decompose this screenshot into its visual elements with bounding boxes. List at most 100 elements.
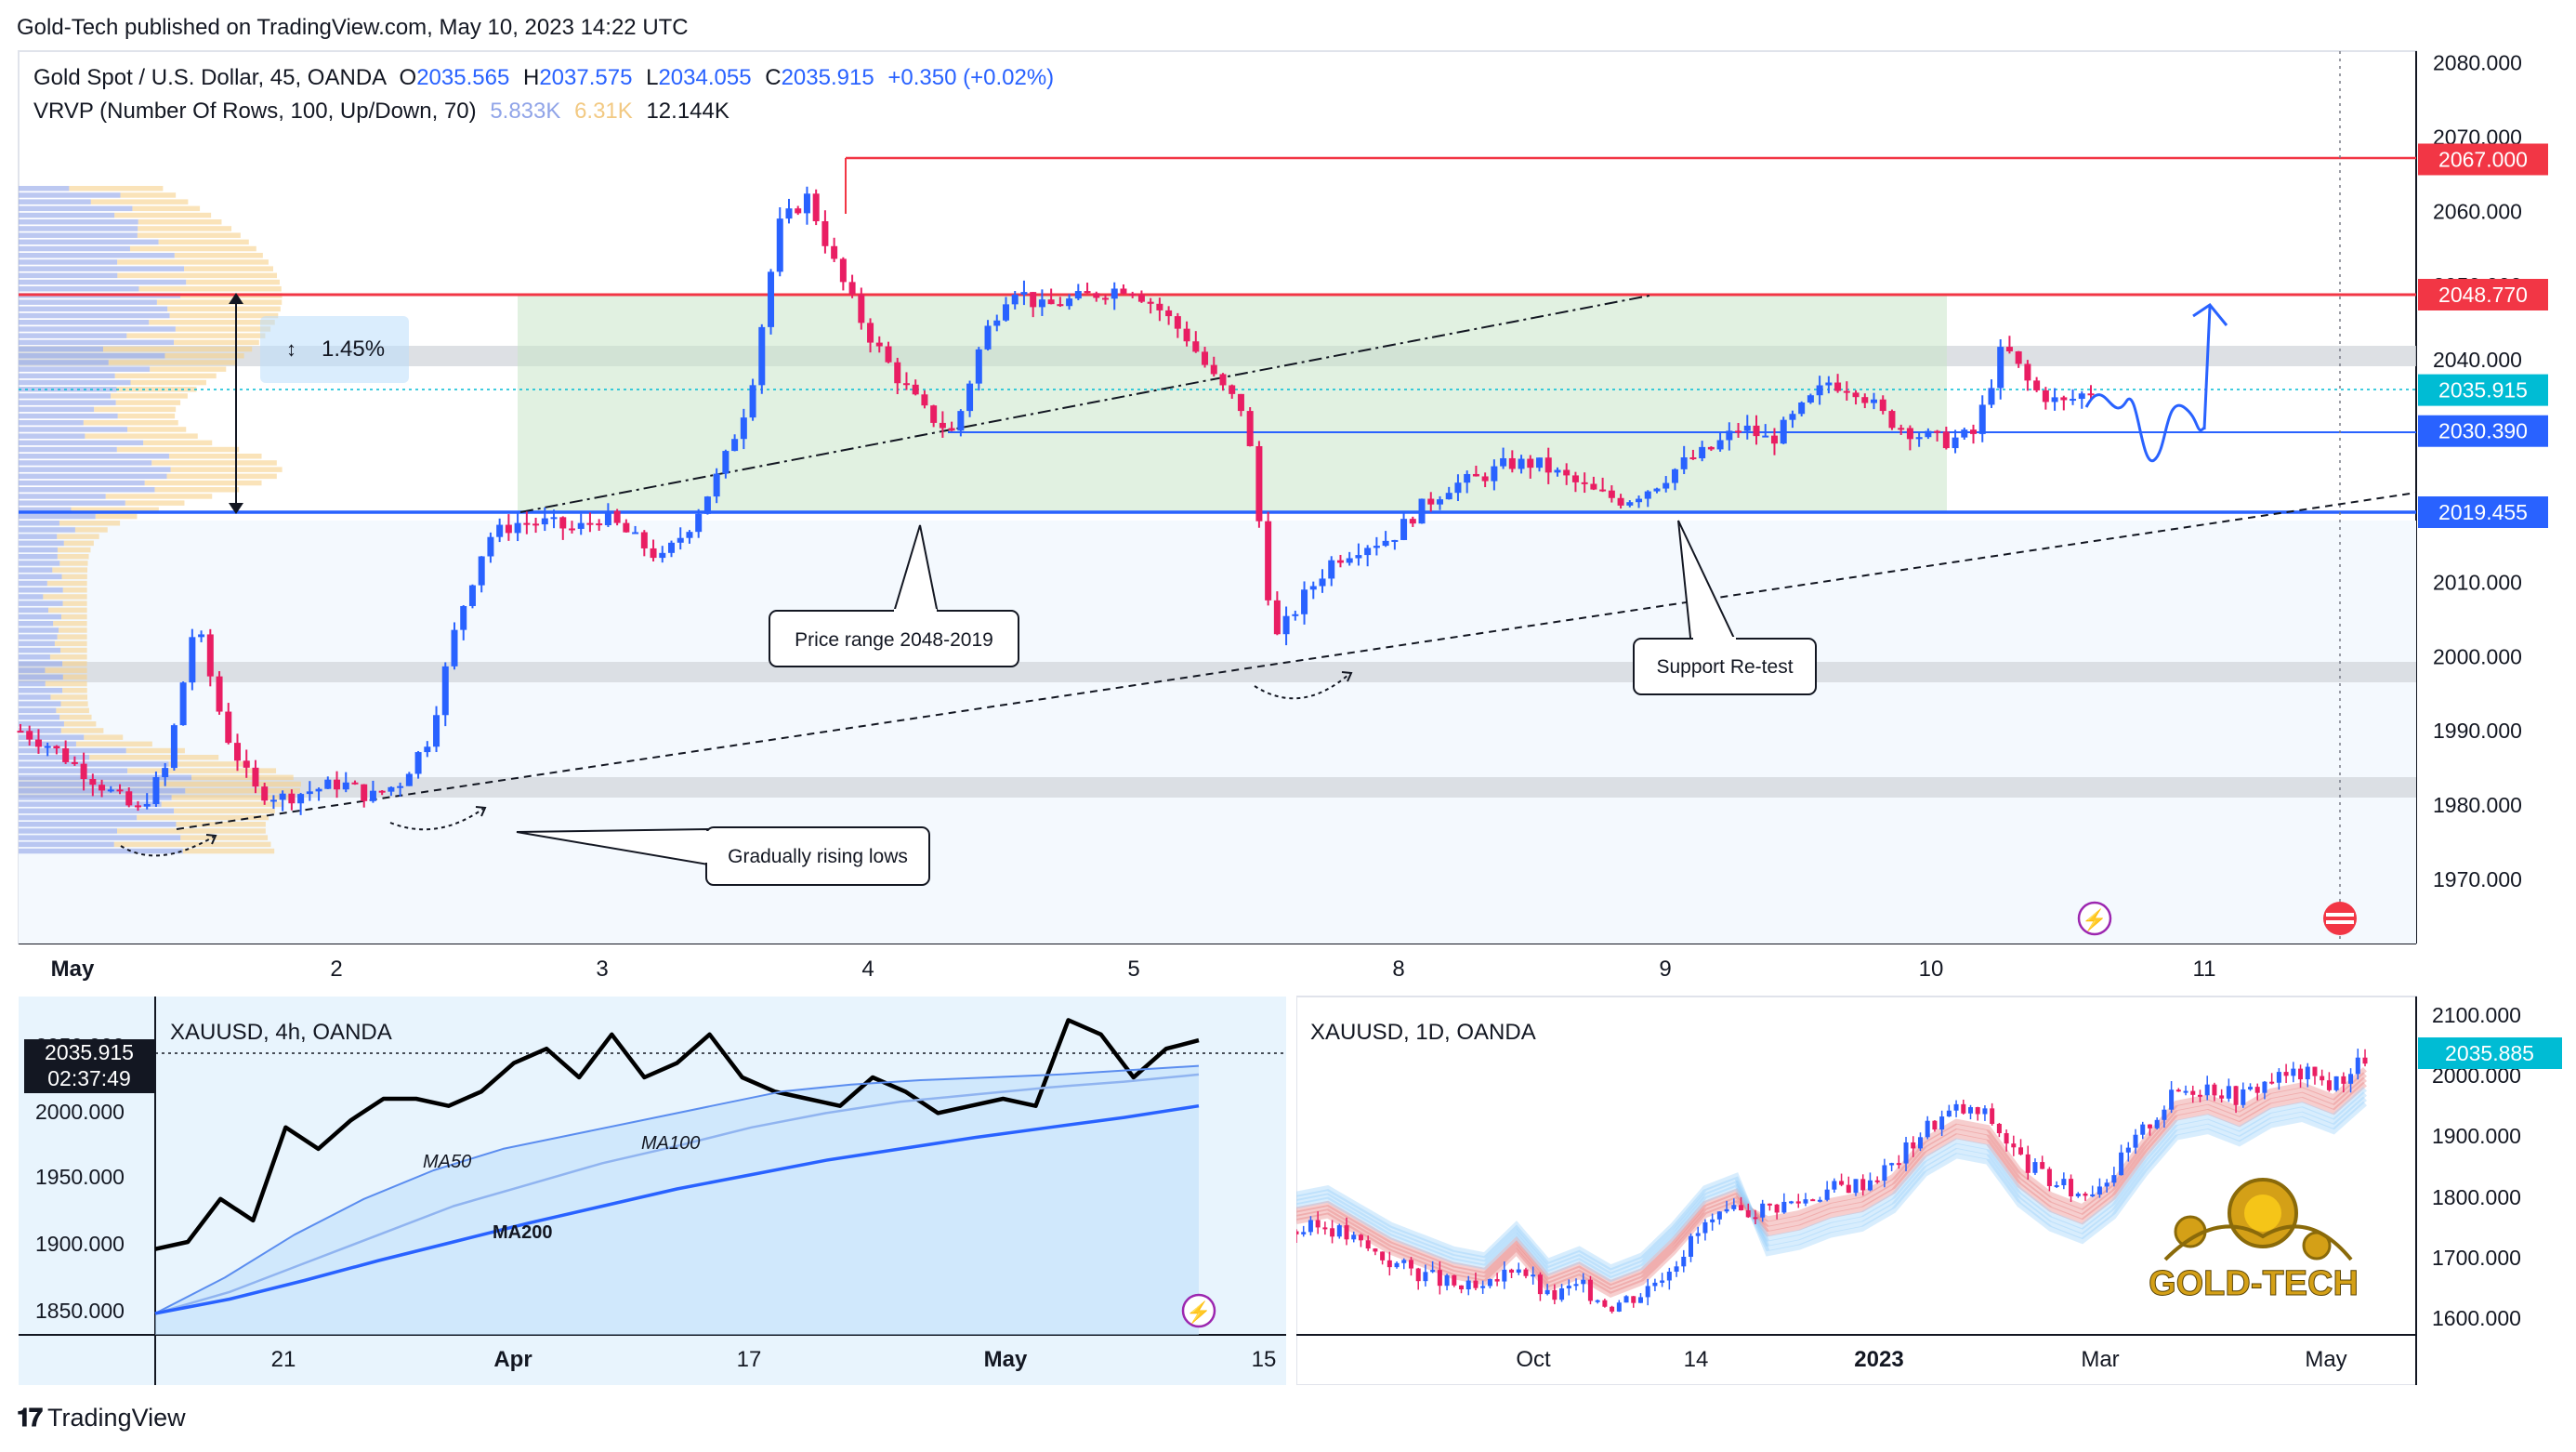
daily-candle-body [1839,1181,1845,1185]
volume-row-up [19,540,64,547]
volume-row-down [132,205,201,212]
candle-body [179,682,187,726]
volume-row-up [19,259,118,265]
candle-body [496,524,504,537]
candle-body [414,752,422,774]
daily-candle-body [1645,1286,1650,1298]
volume-row-down [113,841,271,848]
price-axis-tick: 2080.000 [2433,51,2522,75]
volume-row-down [117,259,269,265]
volume-row-up [19,580,47,587]
volume-row-up [19,299,157,305]
volume-row-up [19,339,175,346]
volume-row-up [19,661,63,667]
sub-right-plot [1296,1049,2368,1313]
daily-candle-body [1473,1280,1479,1288]
volume-row-down [47,607,87,614]
candle-body [80,763,87,780]
candle-body [1156,303,1163,310]
candle-body [1364,548,1372,556]
daily-candle-body [1465,1280,1471,1290]
volume-row-down [191,774,294,781]
daily-candle-body [1795,1201,1801,1204]
daily-candle-body [2054,1185,2059,1188]
daily-candle-body [2204,1084,2210,1096]
volume-row-down [62,688,87,693]
ribbon-band [1296,1081,2367,1287]
candle-body [831,245,838,259]
candle-body [198,634,205,638]
daily-candle-body [1610,1306,1615,1312]
volume-row-up [19,814,138,821]
candle-body [1147,301,1154,304]
daily-candle-body [1710,1219,1715,1222]
daily-candle-body [1681,1256,1687,1267]
candle-body [116,789,124,792]
daily-candle-body [1860,1179,1866,1191]
candle-body [1988,388,1995,405]
sub-right-x-tick: 2023 [1854,1347,1903,1372]
candle-body [279,793,286,800]
sub-right-axis: 2100.0002000.0001900.0001800.0001700.000… [1516,1003,2562,1372]
sub-right-y-tick: 1600.000 [2432,1306,2521,1330]
candle-body [62,748,70,762]
volume-row-down [60,728,104,733]
footer-brand[interactable]: 𝟏𝟕 TradingView [17,1404,186,1432]
candle-body [1319,578,1326,587]
volume-row-up [19,694,51,700]
volume-row-down [56,707,89,714]
sub-right-x-tick: May [2305,1347,2346,1372]
volume-row-up [19,721,64,727]
daily-candle-body [1322,1227,1328,1230]
daily-candle-body [1832,1181,1837,1190]
volume-row-down [137,814,269,821]
time-axis: May 2 3 4 5 8 9 10 11 [51,957,2216,982]
vrvp-legend: VRVP (Number Of Rows, 100, Up/Down, 70) … [33,99,729,125]
daily-candle-body [2140,1124,2146,1135]
candle-body [324,779,332,789]
volume-row-down [144,480,262,486]
volume-row-down [57,534,99,539]
volume-row-down [143,440,213,446]
candle-body [1066,298,1073,307]
volume-row-up [19,446,117,453]
candle-body [1599,489,1607,492]
zone-band-1983 [19,777,2416,798]
volume-row-up [19,714,60,720]
volume-row-up [19,460,152,466]
candle-body [1554,469,1561,473]
vrvp-label[interactable]: VRVP (Number Of Rows, 100, Up/Down, 70) [33,99,477,124]
volume-row-up [19,467,171,472]
daily-candle-body [2298,1068,2304,1080]
candle-body [1852,392,1860,398]
daily-candle-body [2362,1057,2368,1064]
candle-body [1020,292,1028,295]
volume-row-up [19,835,181,840]
time-axis-tick: 11 [2193,957,2216,982]
volume-row-up [19,245,130,252]
symbol-name[interactable]: Gold Spot / U.S. Dollar, 45, OANDA [33,65,386,90]
candle-body [1707,446,1715,450]
sub-chart-1d[interactable]: GOLD-TECH 2100.0002000.0001900.0001800.0… [1296,995,2576,1385]
daily-candle-body [1509,1269,1515,1274]
candle-body [1906,428,1913,440]
candle-body [269,799,277,802]
measure-arrow-up [229,293,243,304]
daily-candle-body [1423,1272,1428,1282]
candle-body [632,532,639,535]
candle-body [1481,476,1489,482]
candle-body [1626,502,1634,506]
candle-body [1030,292,1037,308]
candle-body [487,536,494,557]
volume-row-up [19,654,50,660]
candle-body [1400,519,1408,540]
volume-row-up [19,828,117,834]
daily-candle-body [1502,1269,1507,1282]
sub-right-title: XAUUSD, 1D, OANDA [1310,1020,1536,1045]
price-axis-tick: 1980.000 [2433,793,2522,817]
daily-candle-body [1932,1120,1938,1130]
daily-candle-body [2276,1072,2281,1083]
candle-body [1265,521,1272,601]
